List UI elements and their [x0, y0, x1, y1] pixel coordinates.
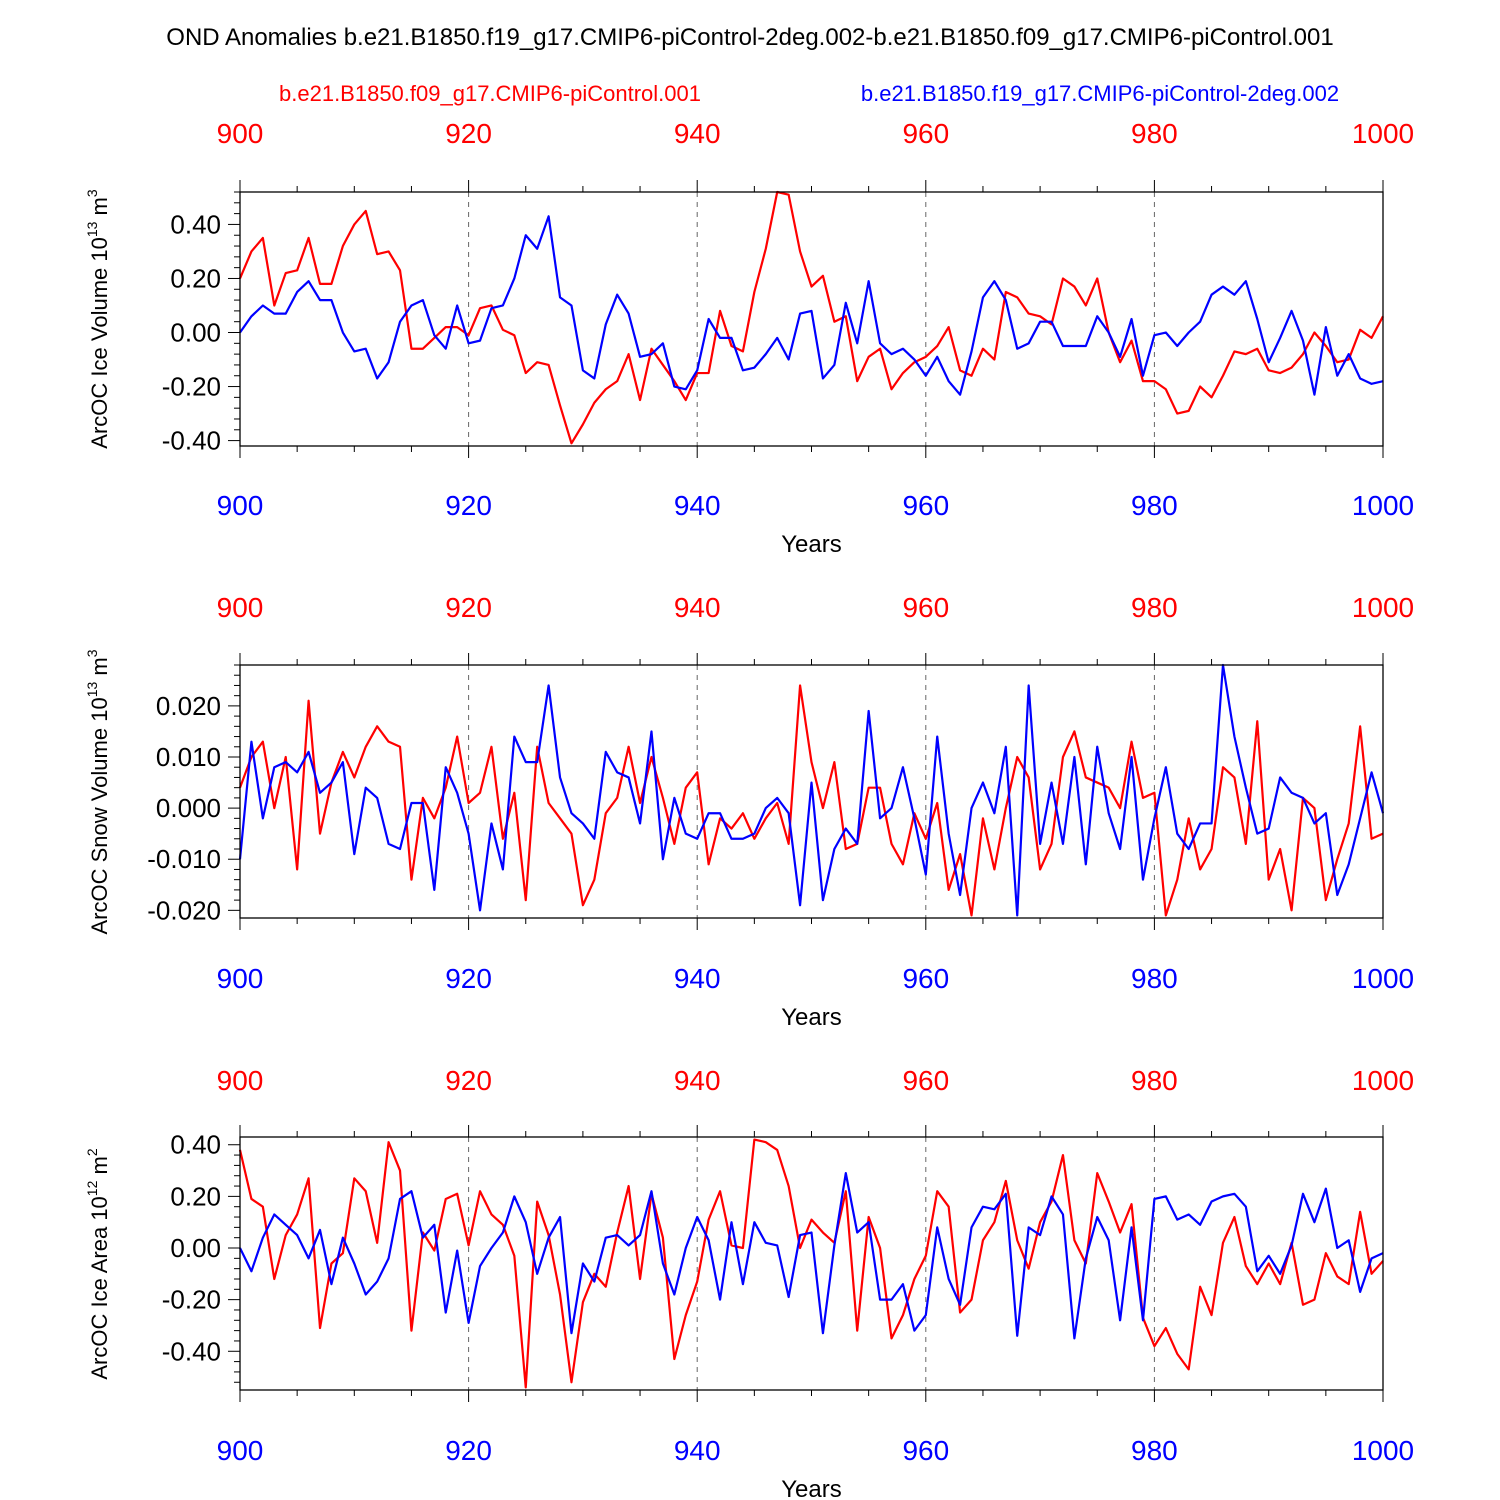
y-axis-label: ArcOC Ice Volume 1013 m3	[84, 189, 112, 449]
y-tick-label: 0.20	[170, 1181, 221, 1211]
plot-frame	[239, 191, 1384, 447]
plot-frame	[239, 1136, 1384, 1391]
x-tick-label-top: 920	[445, 118, 492, 149]
x-tick-label-top: 980	[1131, 1065, 1178, 1096]
x-tick-label-top: 960	[902, 1065, 949, 1096]
x-tick-label-top: 980	[1131, 592, 1178, 623]
y-axis-label: ArcOC Ice Area 1012 m2	[84, 1148, 112, 1379]
x-tick-label-top: 920	[445, 592, 492, 623]
series-line-b-e21-b1850-f09-g17-cmip6-picontrol-001	[238, 1138, 1384, 1389]
x-tick-label-top: 1000	[1352, 592, 1414, 623]
y-axis-label-text: m	[87, 1156, 112, 1180]
panel-snow-volume: 900 900 920 920 940 940 960 960 980 980 1000 1000 -0…	[84, 592, 1414, 1031]
y-axis-label-text: m	[87, 197, 112, 221]
series-line-b-e21-b1850-f09-g17-cmip6-picontrol-001	[238, 190, 1384, 445]
x-tick-label-top: 920	[445, 1065, 492, 1096]
y-tick-label: 0.40	[170, 209, 221, 239]
series-line-b-e21-b1850-f19-g17-cmip6-picontrol-2deg-002	[238, 663, 1385, 917]
x-tick-label-bottom: 900	[217, 490, 264, 521]
y-axis-label: ArcOC Snow Volume 1013 m3	[84, 649, 112, 934]
x-tick-label-top: 1000	[1352, 1065, 1414, 1096]
y-tick-label: 0.000	[156, 793, 221, 823]
y-axis-label-exponent: 13	[84, 682, 100, 698]
y-tick-label: -0.20	[162, 1285, 221, 1315]
y-axis-label-text: ArcOC Ice Volume 10	[87, 237, 112, 449]
x-tick-label-bottom: 960	[902, 1435, 949, 1466]
x-tick-label-bottom: 1000	[1352, 490, 1414, 521]
y-tick-label: 0.20	[170, 263, 221, 293]
x-tick-label-top: 900	[217, 1065, 264, 1096]
y-axis-label-exponent: 3	[84, 649, 100, 657]
y-axis-label-exponent: 13	[84, 221, 100, 237]
x-tick-label-top: 960	[902, 592, 949, 623]
x-tick-label-top: 1000	[1352, 118, 1414, 149]
y-tick-label: 0.010	[156, 742, 221, 772]
y-axis-label-exponent: 12	[84, 1180, 100, 1196]
x-tick-label-bottom: 980	[1131, 1435, 1178, 1466]
x-tick-label-bottom: 960	[902, 490, 949, 521]
legend-red-label: b.e21.B1850.f09_g17.CMIP6-piControl.001	[279, 81, 701, 106]
x-tick-label-bottom: 920	[445, 1435, 492, 1466]
y-tick-label: 0.40	[170, 1130, 221, 1160]
series-line-b-e21-b1850-f09-g17-cmip6-picontrol-001	[238, 684, 1384, 917]
y-tick-label: 0.00	[170, 1233, 221, 1263]
series-line-b-e21-b1850-f19-g17-cmip6-picontrol-2deg-002	[239, 1172, 1384, 1340]
y-axis-label-text: ArcOC Snow Volume 10	[87, 697, 112, 934]
x-tick-label-bottom: 920	[445, 963, 492, 994]
x-tick-label-top: 900	[217, 118, 264, 149]
y-tick-label: 0.00	[170, 318, 221, 348]
x-tick-label-bottom: 900	[217, 963, 264, 994]
x-tick-label-bottom: 900	[217, 1435, 264, 1466]
x-tick-label-top: 960	[902, 118, 949, 149]
x-axis-label: Years	[781, 1476, 842, 1500]
x-tick-label-bottom: 940	[674, 1435, 721, 1466]
x-tick-label-top: 900	[217, 592, 264, 623]
y-axis-label-exponent: 3	[84, 189, 100, 197]
y-axis-label-exponent: 2	[84, 1148, 100, 1156]
y-tick-label: -0.010	[147, 844, 221, 874]
figure-title: OND Anomalies b.e21.B1850.f19_g17.CMIP6-…	[166, 24, 1333, 51]
x-tick-label-bottom: 980	[1131, 963, 1178, 994]
x-tick-label-bottom: 940	[674, 963, 721, 994]
x-tick-label-top: 940	[674, 118, 721, 149]
x-tick-label-top: 980	[1131, 118, 1178, 149]
y-tick-label: -0.40	[162, 426, 221, 456]
x-tick-label-bottom: 920	[445, 490, 492, 521]
x-tick-label-top: 940	[674, 1065, 721, 1096]
x-tick-label-bottom: 960	[902, 963, 949, 994]
x-tick-label-bottom: 1000	[1352, 1435, 1414, 1466]
x-axis-label: Years	[781, 1004, 842, 1031]
y-tick-label: -0.40	[162, 1336, 221, 1366]
panel-ice-area: 900 900 920 920 940 940 960 960 980 980 1000 1000 -0…	[84, 1065, 1414, 1500]
panel-ice-volume: 900 900 920 920 940 940 960 960 980 980 1000 1000 -0…	[84, 118, 1414, 558]
series-line-b-e21-b1850-f19-g17-cmip6-picontrol-2deg-002	[239, 215, 1384, 396]
x-tick-label-top: 940	[674, 592, 721, 623]
x-tick-label-bottom: 980	[1131, 490, 1178, 521]
y-axis-label-text: ArcOC Ice Area 10	[87, 1196, 112, 1379]
y-axis-label-text: m	[87, 657, 112, 681]
x-tick-label-bottom: 1000	[1352, 963, 1414, 994]
y-tick-label: -0.020	[147, 895, 221, 925]
x-tick-label-bottom: 940	[674, 490, 721, 521]
x-axis-label: Years	[781, 531, 842, 558]
y-tick-label: -0.20	[162, 372, 221, 402]
y-tick-label: 0.020	[156, 691, 221, 721]
legend-blue-label: b.e21.B1850.f19_g17.CMIP6-piControl-2deg…	[861, 81, 1339, 106]
